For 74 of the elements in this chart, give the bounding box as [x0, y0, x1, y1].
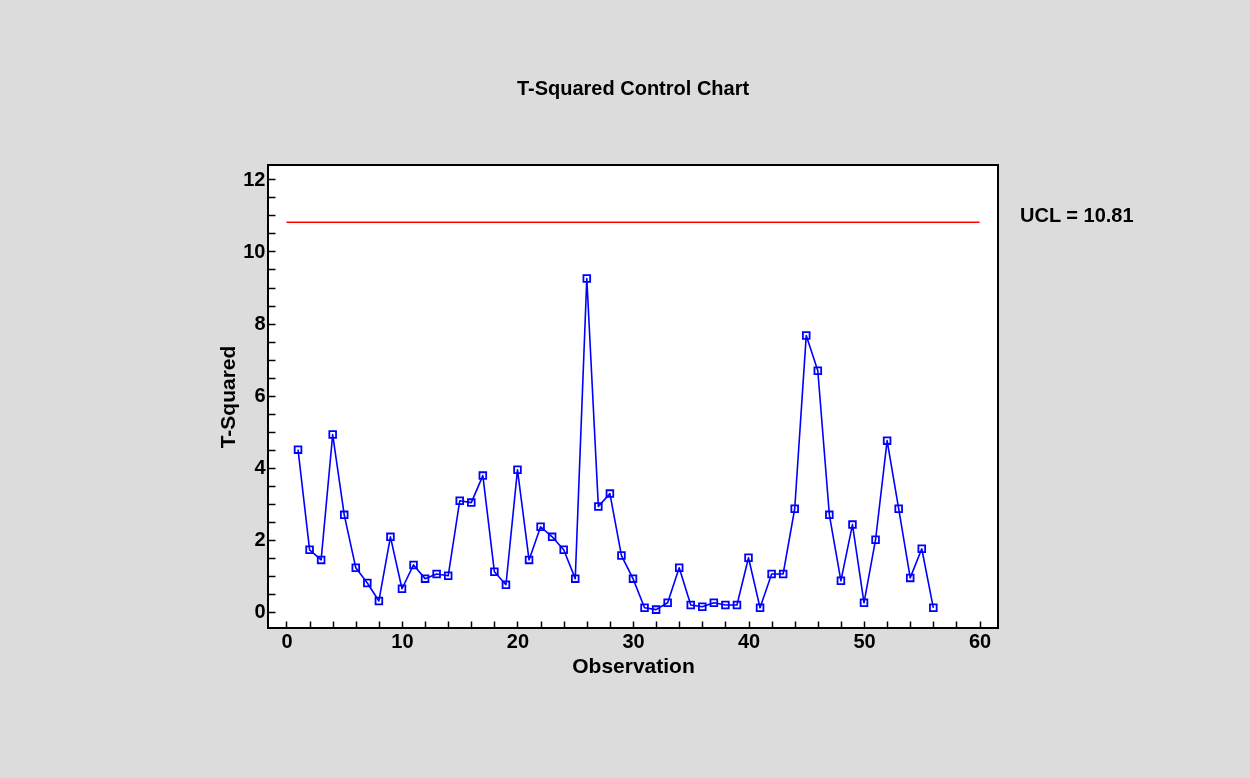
point: [882, 436, 892, 445]
point: [686, 600, 696, 610]
point: [848, 520, 857, 529]
point: [836, 576, 846, 586]
point: [547, 532, 557, 542]
point: [894, 504, 903, 513]
point: [744, 553, 753, 562]
point: [755, 603, 765, 613]
point: [397, 584, 407, 593]
ref-line-label: UCL = 10.81: [1020, 204, 1134, 227]
y-tick-label: 4: [254, 456, 267, 479]
point: [698, 602, 707, 611]
point: [293, 445, 303, 454]
point: [871, 535, 880, 544]
point: [467, 498, 476, 507]
x-tick-label: 60: [968, 629, 992, 652]
point: [651, 605, 661, 614]
point: [490, 567, 499, 577]
point: [674, 563, 684, 573]
point: [513, 465, 522, 475]
point: [859, 598, 869, 608]
point: [478, 471, 488, 480]
x-tick-label: 40: [737, 629, 761, 652]
y-tick-label: 0: [254, 600, 266, 623]
point: [305, 545, 314, 555]
x-tick-label: 50: [853, 629, 876, 652]
point: [316, 555, 326, 565]
point: [363, 578, 372, 588]
point: [374, 596, 384, 606]
point: [825, 510, 834, 520]
y-axis-title: T-Squared: [216, 345, 240, 449]
point: [732, 600, 742, 610]
point: [328, 430, 337, 439]
point: [709, 598, 719, 608]
point: [501, 580, 511, 590]
point: [386, 532, 395, 542]
x-tick-label: 0: [281, 629, 293, 652]
point: [582, 274, 592, 283]
point: [594, 502, 603, 511]
point: [351, 563, 361, 573]
point: [455, 496, 464, 506]
point: [432, 569, 441, 579]
point: [524, 555, 534, 565]
point: [409, 560, 418, 570]
y-tick-label: 10: [243, 239, 266, 262]
point: [802, 331, 811, 340]
point: [721, 600, 730, 610]
point: [767, 569, 776, 579]
chart-title: T-Squared Control Chart: [516, 77, 750, 99]
point: [813, 366, 823, 375]
point: [628, 574, 638, 583]
point: [420, 574, 430, 583]
y-tick-label: 8: [254, 312, 266, 335]
x-tick-label: 20: [506, 629, 530, 652]
point: [559, 545, 568, 555]
point: [917, 544, 927, 553]
point: [929, 603, 938, 613]
point: [570, 574, 580, 583]
point: [443, 571, 453, 581]
x-tick-label: 30: [622, 629, 645, 652]
point: [617, 551, 626, 560]
point: [790, 504, 799, 513]
point: [778, 569, 788, 579]
y-tick-label: 2: [254, 528, 266, 551]
x-axis-title: Observation: [572, 653, 695, 677]
point: [905, 573, 915, 583]
point: [663, 598, 672, 608]
point: [536, 522, 545, 532]
point: [339, 510, 349, 520]
y-tick-label: 6: [254, 384, 266, 407]
y-tick-label: 12: [243, 167, 266, 190]
point: [640, 603, 649, 613]
point: [605, 489, 615, 498]
x-tick-label: 10: [391, 629, 414, 652]
